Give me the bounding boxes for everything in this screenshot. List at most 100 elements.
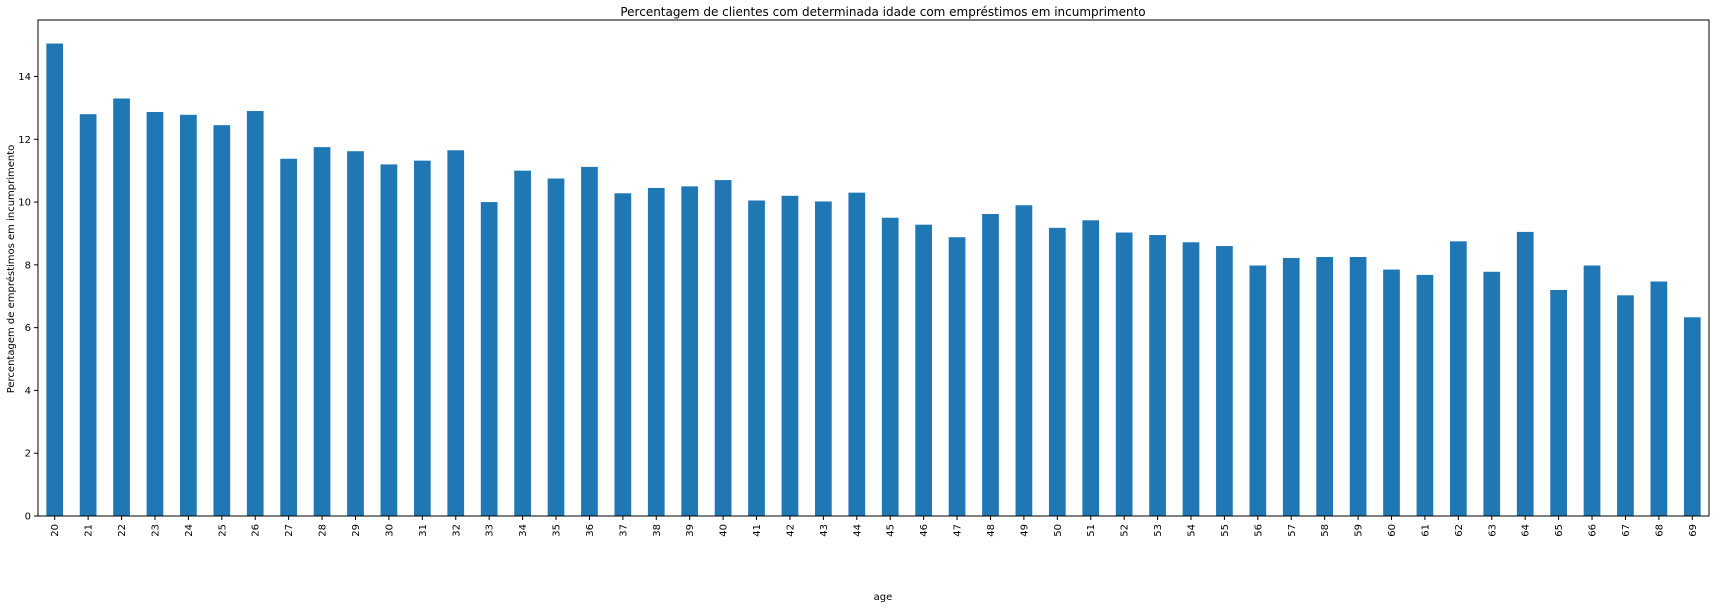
bar-23 xyxy=(146,111,164,516)
bar-40 xyxy=(714,180,732,516)
x-tick-label: 68 xyxy=(1654,524,1665,537)
bar-60 xyxy=(1383,269,1400,516)
x-tick-label: 46 xyxy=(919,524,930,537)
y-tick-label: 14 xyxy=(18,72,31,83)
bar-24 xyxy=(180,114,197,516)
x-tick-label: 41 xyxy=(752,524,763,537)
x-tick-label: 52 xyxy=(1120,524,1131,537)
x-tick-label: 67 xyxy=(1621,524,1632,537)
bar-35 xyxy=(547,178,565,516)
bar-25 xyxy=(213,125,231,516)
y-tick-label: 12 xyxy=(18,135,31,146)
x-tick-label: 43 xyxy=(819,524,830,537)
x-axis-label: age xyxy=(874,592,893,603)
bar-64 xyxy=(1516,231,1534,516)
x-tick-label: 58 xyxy=(1320,524,1331,537)
x-tick-label: 63 xyxy=(1487,524,1498,537)
bar-42 xyxy=(781,195,799,517)
y-tick-label: 0 xyxy=(25,512,31,523)
x-tick-label: 50 xyxy=(1053,524,1064,537)
x-tick-label: 22 xyxy=(117,524,128,537)
y-tick-label: 8 xyxy=(25,260,31,271)
bar-30 xyxy=(380,164,398,516)
x-tick-label: 65 xyxy=(1554,524,1565,537)
bar-36 xyxy=(581,166,598,517)
x-tick-label: 33 xyxy=(485,524,496,537)
x-tick-label: 49 xyxy=(1019,524,1030,537)
bar-50 xyxy=(1048,227,1066,516)
x-tick-label: 45 xyxy=(886,524,897,537)
x-tick-label: 59 xyxy=(1354,524,1365,537)
x-tick-label: 29 xyxy=(351,524,362,537)
x-tick-label: 30 xyxy=(384,524,395,537)
x-tick-label: 24 xyxy=(184,524,195,537)
x-tick-label: 54 xyxy=(1186,524,1197,537)
x-tick-label: 32 xyxy=(451,524,462,537)
y-tick-label: 4 xyxy=(25,386,31,397)
x-tick-label: 23 xyxy=(150,524,161,537)
y-tick-label: 2 xyxy=(25,449,31,460)
x-tick-label: 51 xyxy=(1086,524,1097,537)
bar-55 xyxy=(1216,246,1233,516)
x-tick-label: 38 xyxy=(652,524,663,537)
x-tick-label: 31 xyxy=(418,524,429,537)
y-tick-label: 10 xyxy=(18,198,31,209)
x-tick-label: 69 xyxy=(1688,524,1699,537)
x-tick-label: 57 xyxy=(1287,524,1298,537)
bar-63 xyxy=(1483,271,1501,516)
x-tick-label: 66 xyxy=(1588,524,1599,537)
x-tick-label: 55 xyxy=(1220,524,1231,537)
x-tick-label: 44 xyxy=(852,524,863,537)
bar-61 xyxy=(1416,274,1434,516)
bar-44 xyxy=(848,192,866,516)
x-tick-label: 62 xyxy=(1454,524,1465,537)
x-tick-label: 27 xyxy=(284,524,295,537)
bar-47 xyxy=(948,237,966,517)
bar-28 xyxy=(313,147,331,516)
bar-68 xyxy=(1650,281,1668,516)
x-tick-label: 56 xyxy=(1253,524,1264,537)
chart-title: Percentagem de clientes com determinada … xyxy=(620,5,1145,19)
bar-45 xyxy=(881,217,899,516)
bar-67 xyxy=(1617,295,1634,516)
bar-26 xyxy=(246,111,264,516)
bar-59 xyxy=(1349,257,1367,516)
bar-53 xyxy=(1149,235,1166,517)
plot-frame xyxy=(37,19,1710,517)
bar-33 xyxy=(480,202,498,516)
bar-58 xyxy=(1316,257,1334,516)
bar-66 xyxy=(1583,265,1601,516)
bar-21 xyxy=(79,114,97,517)
bar-51 xyxy=(1082,220,1100,516)
bar-31 xyxy=(413,160,431,516)
bar-69 xyxy=(1683,317,1701,516)
y-axis-label: Percentagem de empréstimos em incumprime… xyxy=(5,145,17,394)
x-tick-label: 61 xyxy=(1420,524,1431,537)
bar-43 xyxy=(815,201,832,516)
x-tick-label: 28 xyxy=(318,524,329,537)
bar-20 xyxy=(46,43,64,516)
x-tick-label: 25 xyxy=(217,524,228,537)
x-tick-label: 42 xyxy=(785,524,796,537)
bar-22 xyxy=(113,98,130,516)
x-tick-label: 20 xyxy=(50,524,61,537)
x-tick-label: 40 xyxy=(719,524,730,537)
x-tick-label: 48 xyxy=(986,524,997,537)
x-tick-label: 26 xyxy=(251,524,262,537)
bar-46 xyxy=(915,224,932,516)
x-tick-label: 60 xyxy=(1387,524,1398,537)
bar-52 xyxy=(1115,232,1133,516)
bar-27 xyxy=(280,158,297,516)
bar-49 xyxy=(1015,205,1033,516)
bar-57 xyxy=(1282,257,1300,516)
bar-32 xyxy=(447,150,465,516)
bar-54 xyxy=(1182,242,1200,516)
bar-37 xyxy=(614,193,632,517)
bars-layer xyxy=(46,43,1701,517)
x-tick-label: 53 xyxy=(1153,524,1164,537)
x-tick-label: 37 xyxy=(618,524,629,537)
y-tick-label: 6 xyxy=(25,323,31,334)
